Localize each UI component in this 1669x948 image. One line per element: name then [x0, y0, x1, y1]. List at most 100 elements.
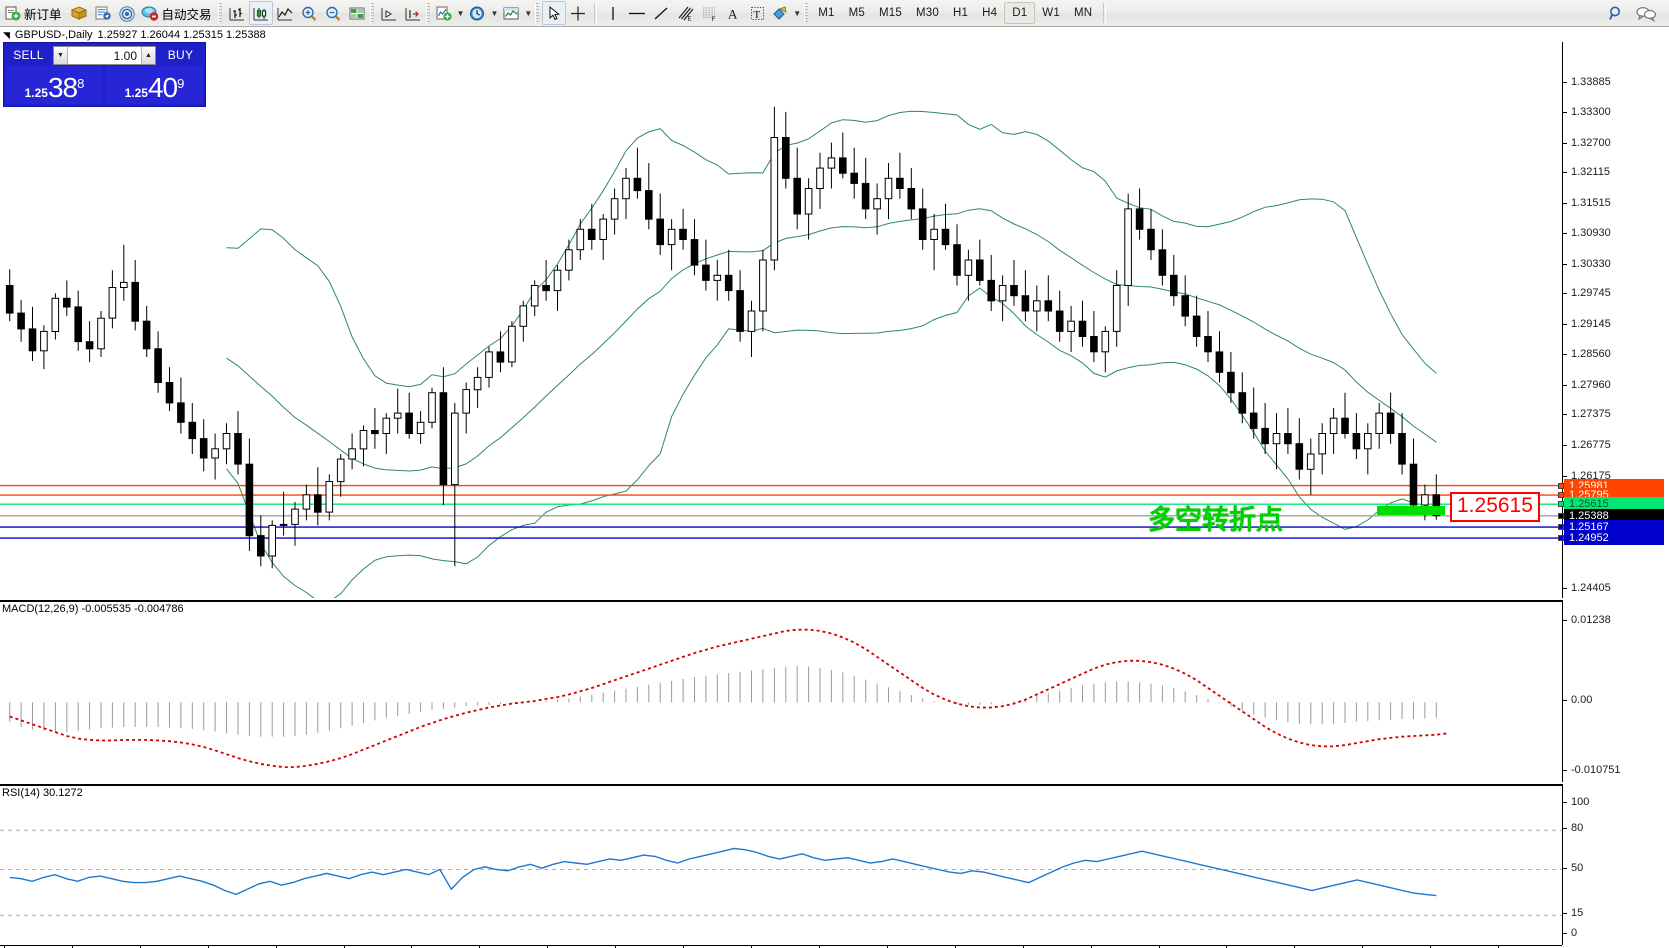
macd-pane[interactable]: MACD(12,26,9) -0.005535 -0.004786: [0, 600, 1562, 782]
macd-scale[interactable]: 0.01238 0.00 -0.010751: [1562, 600, 1669, 782]
timeframe-m15[interactable]: M15: [879, 7, 902, 19]
vertical-line-button[interactable]: [601, 1, 625, 25]
price-level-badge-pivot[interactable]: 1.25615: [1558, 497, 1664, 512]
time-axis[interactable]: 5 Nov 2018 26 Nov 20185 Dec 2018 14 Dec 20…: [0, 945, 1562, 948]
timeframe-h4[interactable]: H4: [982, 7, 998, 19]
new-order-icon: [4, 5, 21, 22]
templates-icon: [502, 5, 520, 22]
horizontal-line-button[interactable]: [625, 1, 649, 25]
time-tick: 11 Jan 2019: [411, 946, 472, 948]
price-level-handle[interactable]: [1558, 512, 1564, 519]
price-level-handle[interactable]: [1558, 535, 1564, 542]
rsi-scale[interactable]: 100 80 50 15 0: [1562, 784, 1669, 945]
text-button[interactable]: A: [721, 1, 745, 25]
buy-button[interactable]: 1.25 40 9: [106, 66, 203, 104]
crosshair-button[interactable]: [566, 1, 590, 25]
time-tick: 11 Jun 2019: [1498, 946, 1559, 948]
chevron-down-icon[interactable]: ▼: [524, 8, 533, 18]
zoom-in-icon: [300, 5, 318, 22]
toolbar-grip-tools[interactable]: [425, 3, 430, 23]
annotation-green-marker[interactable]: [1377, 506, 1445, 515]
autotrading-button[interactable]: 自动交易: [139, 1, 217, 25]
price-level-handle[interactable]: [1558, 501, 1564, 508]
svg-text:F: F: [711, 17, 715, 22]
rsi-tick: 50: [1563, 862, 1583, 874]
chevron-down-icon[interactable]: ▼: [456, 8, 465, 18]
price-level-handle[interactable]: [1558, 482, 1564, 489]
price-level-handle[interactable]: [1558, 492, 1564, 499]
candlestick-chart-button[interactable]: [248, 1, 273, 25]
price-level-badge-support-1[interactable]: 1.25167: [1558, 520, 1664, 535]
rsi-tick: 0: [1563, 927, 1577, 939]
macd-chart-canvas[interactable]: [0, 602, 1562, 784]
toolbar-grip-shift[interactable]: [369, 3, 374, 23]
lot-size-stepper[interactable]: ▼ 1.00 ▲: [53, 46, 156, 65]
autotrading-label: 自动交易: [161, 7, 212, 22]
navigator-button[interactable]: [91, 1, 115, 25]
timeframe-d1[interactable]: D1: [1004, 2, 1036, 24]
price-pane[interactable]: [0, 42, 1562, 598]
line-chart-button[interactable]: [273, 1, 297, 25]
timeframe-m5[interactable]: M5: [848, 7, 865, 19]
sell-label[interactable]: SELL: [13, 47, 44, 62]
timeframe-m30[interactable]: M30: [915, 7, 939, 19]
toolbar-grip-chart[interactable]: [217, 3, 222, 23]
new-order-button[interactable]: 新订单: [2, 1, 67, 25]
sell-button[interactable]: 1.25 38 8: [6, 66, 103, 104]
toolbar-grip-draw[interactable]: [535, 3, 540, 23]
lot-increase-icon[interactable]: ▲: [141, 47, 155, 64]
price-chart-canvas[interactable]: [0, 42, 1562, 598]
indicators-button[interactable]: ▼: [433, 1, 467, 25]
text-label-button[interactable]: T: [745, 1, 769, 25]
signals-button[interactable]: [115, 1, 139, 25]
line-chart-icon: [276, 5, 294, 22]
zoom-out-button[interactable]: [321, 1, 345, 25]
data-window-button[interactable]: [67, 1, 91, 25]
cursor-button[interactable]: [542, 1, 567, 25]
time-tick: 8 Mar 2019: [818, 946, 876, 948]
price-level-badge-current-price[interactable]: 1.25388: [1558, 508, 1664, 523]
bar-chart-button[interactable]: [225, 1, 249, 25]
chevron-down-icon[interactable]: ▼: [793, 8, 802, 18]
buy-label[interactable]: BUY: [167, 47, 194, 62]
price-level-handle[interactable]: [1558, 524, 1564, 531]
price-level-badge-support-2[interactable]: 1.24952: [1558, 531, 1664, 546]
time-tick: 26 Nov 2018: [71, 946, 136, 948]
chart-annotation-text[interactable]: 多空转折点: [1148, 505, 1283, 535]
one-click-trading-panel[interactable]: SELL ▼ 1.00 ▲ BUY 1.25 38 8 1.25 40 9: [3, 42, 206, 107]
rsi-pane[interactable]: RSI(14) 30.1272: [0, 784, 1562, 945]
price-tick: 1.28560: [1563, 348, 1611, 360]
horizontal-line-icon: [627, 5, 647, 22]
trendline-button[interactable]: [649, 1, 673, 25]
price-tick: 1.33885: [1563, 76, 1611, 88]
timeframe-h1[interactable]: H1: [952, 7, 969, 19]
chart-grid-icon: [348, 5, 366, 22]
time-tick: 2 Jun 2019: [1430, 946, 1486, 948]
timeframe-mn[interactable]: MN: [1073, 7, 1093, 19]
templates-button[interactable]: ▼: [500, 1, 534, 25]
lot-decrease-icon[interactable]: ▼: [54, 47, 68, 64]
auto-scroll-button[interactable]: [401, 1, 425, 25]
chart-shift-button[interactable]: [377, 1, 401, 25]
shapes-button[interactable]: ▼: [769, 1, 803, 25]
timeframe-m1[interactable]: M1: [818, 7, 835, 19]
rsi-chart-canvas[interactable]: [0, 786, 1562, 947]
equidistant-channel-button[interactable]: E: [673, 1, 697, 25]
chart-grid-button[interactable]: [345, 1, 369, 25]
chart-corner-icon: ◥: [3, 29, 10, 40]
lot-size-input[interactable]: 1.00: [113, 48, 137, 63]
annotation-price-tag[interactable]: 1.25615: [1450, 492, 1540, 522]
period-button[interactable]: ▼: [466, 1, 500, 25]
time-tick: 23 May 2019: [1362, 946, 1427, 948]
zoom-in-button[interactable]: [297, 1, 321, 25]
crosshair-icon: [569, 5, 587, 22]
search-icon[interactable]: [1607, 5, 1625, 22]
toolbar-grip-timeframes[interactable]: [804, 3, 809, 23]
time-tick: 14 Dec 2018: [207, 946, 272, 948]
timeframe-w1[interactable]: W1: [1042, 7, 1060, 19]
buy-price-fraction: 9: [177, 76, 185, 91]
fibonacci-button[interactable]: F: [697, 1, 721, 25]
price-scale[interactable]: 1.33885 1.33300 1.32700 1.32115 1.31515 1.309…: [1558, 42, 1669, 598]
chat-icon[interactable]: [1635, 5, 1657, 22]
chevron-down-icon[interactable]: ▼: [490, 8, 499, 18]
